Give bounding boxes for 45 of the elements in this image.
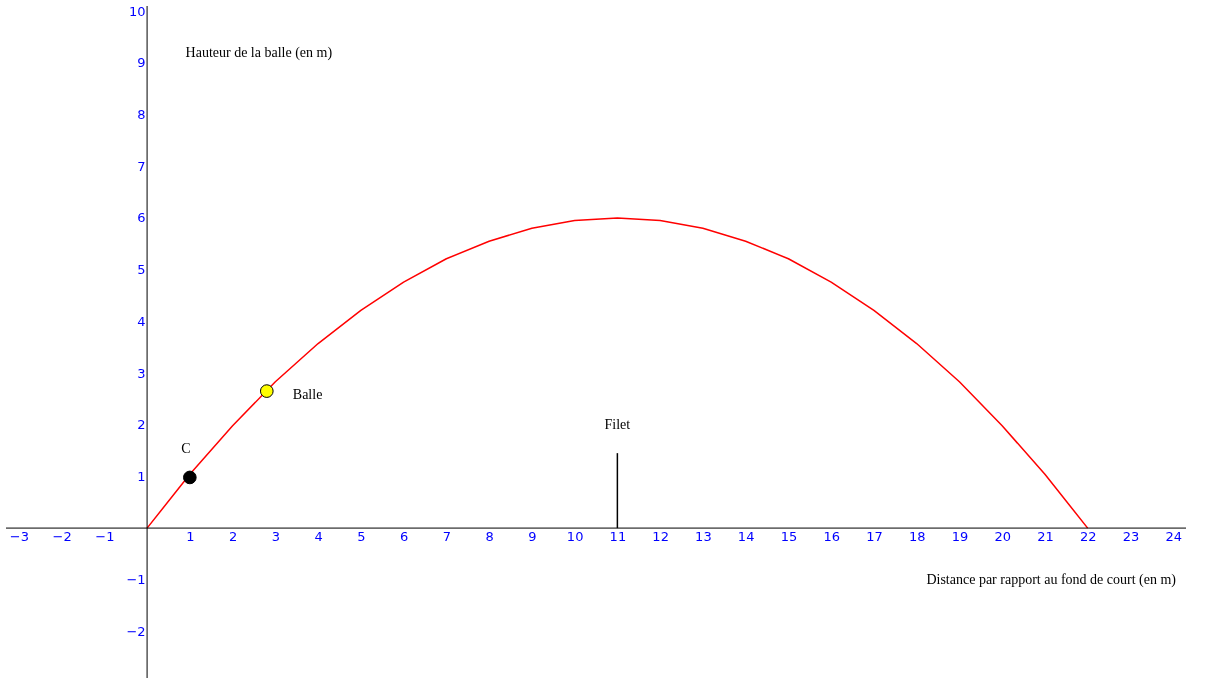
x-tick-label: 10 (566, 528, 584, 544)
x-tick-label: 11 (609, 528, 627, 544)
x-tick-label: −1 (95, 528, 115, 544)
x-tick-label: 15 (780, 528, 798, 544)
y-tick-label: −1 (126, 572, 146, 588)
x-tick-label: −3 (9, 528, 29, 544)
y-tick-label: 5 (137, 262, 146, 278)
y-tick-label: 8 (137, 107, 146, 123)
x-tick-label: 24 (1165, 528, 1182, 544)
series-label: Filet (604, 417, 631, 433)
x-tick-label: 19 (951, 528, 969, 544)
x-tick-label: 7 (442, 528, 451, 544)
y-tick-label: 4 (137, 313, 146, 329)
y-tick-label: 1 (137, 468, 146, 484)
line-series (146, 217, 1089, 529)
x-tick-label: 12 (652, 528, 669, 544)
x-tick-label: −2 (52, 528, 72, 544)
y-tick-label: 3 (137, 365, 146, 381)
x-axis-title: Distance par rapport au fond de court (en m) (926, 571, 1177, 588)
x-tick-label: 22 (1079, 528, 1097, 544)
x-tick-label: 14 (737, 528, 755, 544)
y-tick-label: 9 (137, 55, 146, 71)
x-tick-label: 8 (485, 528, 494, 544)
y-tick-label: −2 (126, 623, 146, 639)
y-tick-label: 6 (137, 210, 146, 226)
x-tick-label: 13 (695, 528, 712, 544)
y-axis-title: Hauteur de la balle (en m) (185, 45, 333, 62)
x-tick-label: 17 (866, 528, 883, 544)
series-label: Balle (292, 387, 323, 403)
x-tick-label: 21 (1037, 528, 1054, 544)
x-tick-label: 23 (1122, 528, 1140, 544)
y-tick-label: 2 (137, 417, 146, 433)
x-tick-label: 6 (399, 528, 409, 544)
x-tick-label: 9 (528, 528, 537, 544)
x-tick-label: 1 (186, 528, 195, 544)
x-tick-label: 5 (357, 528, 366, 544)
x-tick-label: 18 (908, 528, 926, 544)
x-tick-label: 4 (314, 528, 323, 544)
x-tick-label: 2 (228, 528, 238, 544)
x-tick-label: 16 (823, 528, 840, 544)
series-label: C (181, 441, 191, 457)
y-tick-label: 7 (137, 158, 146, 174)
x-tick-label: 20 (994, 528, 1011, 544)
x-tick-label: 3 (271, 528, 280, 544)
y-tick-label: 10 (129, 3, 146, 19)
